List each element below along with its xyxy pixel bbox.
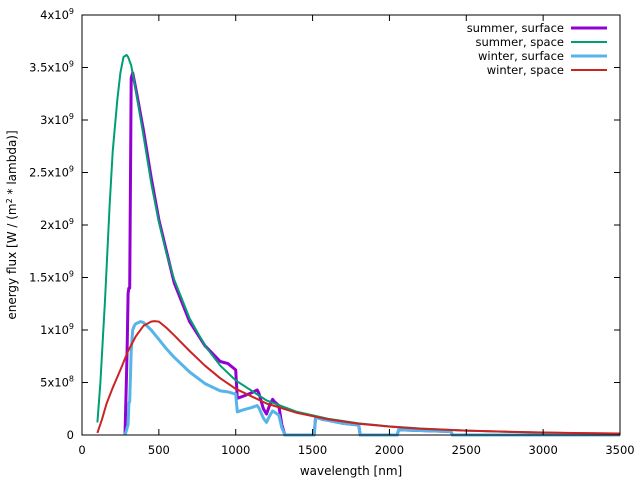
- legend-label: winter, surface: [478, 49, 564, 63]
- x-axis: 0 500 1000 1500 2000 2500 3000 3500: [78, 15, 635, 457]
- plot-lines: [96, 53, 621, 437]
- y-tick-label: 2.5x109: [29, 165, 74, 180]
- y-tick-label: 4x109: [40, 7, 74, 22]
- series-line-3: [123, 320, 620, 437]
- x-tick-label: 3500: [605, 443, 634, 457]
- y-tick-label: 1.5x109: [29, 270, 74, 285]
- legend-label: summer, space: [475, 35, 564, 49]
- y-tick-label: 1x109: [40, 322, 74, 337]
- y-tick-label: 5x108: [40, 375, 74, 390]
- legend-label: summer, surface: [467, 21, 564, 35]
- legend-label: winter, space: [487, 63, 564, 77]
- series-line-4: [96, 320, 621, 435]
- y-tick-label: 3x109: [40, 112, 74, 127]
- x-tick-label: 3000: [529, 443, 558, 457]
- x-tick-label: 2500: [452, 443, 481, 457]
- plot-frame: [81, 14, 621, 436]
- y-tick-label: 3.5x109: [29, 60, 74, 75]
- series-line-2: [96, 53, 621, 435]
- y-tick-label: 2x109: [40, 217, 74, 232]
- x-tick-label: 500: [148, 443, 170, 457]
- y-axis: 0 5x108 1x109 1.5x109 2x109 2.5x109 3x109 3.5x1…: [29, 7, 620, 442]
- y-tick-label: 0: [67, 428, 74, 442]
- x-tick-label: 1000: [221, 443, 250, 457]
- x-tick-label: 0: [78, 443, 85, 457]
- x-tick-label: 1500: [298, 443, 327, 457]
- y-axis-title: energy flux [W / (m2 * lambda)]: [5, 130, 19, 319]
- x-axis-title: wavelength [nm]: [300, 464, 402, 478]
- x-tick-label: 2000: [375, 443, 404, 457]
